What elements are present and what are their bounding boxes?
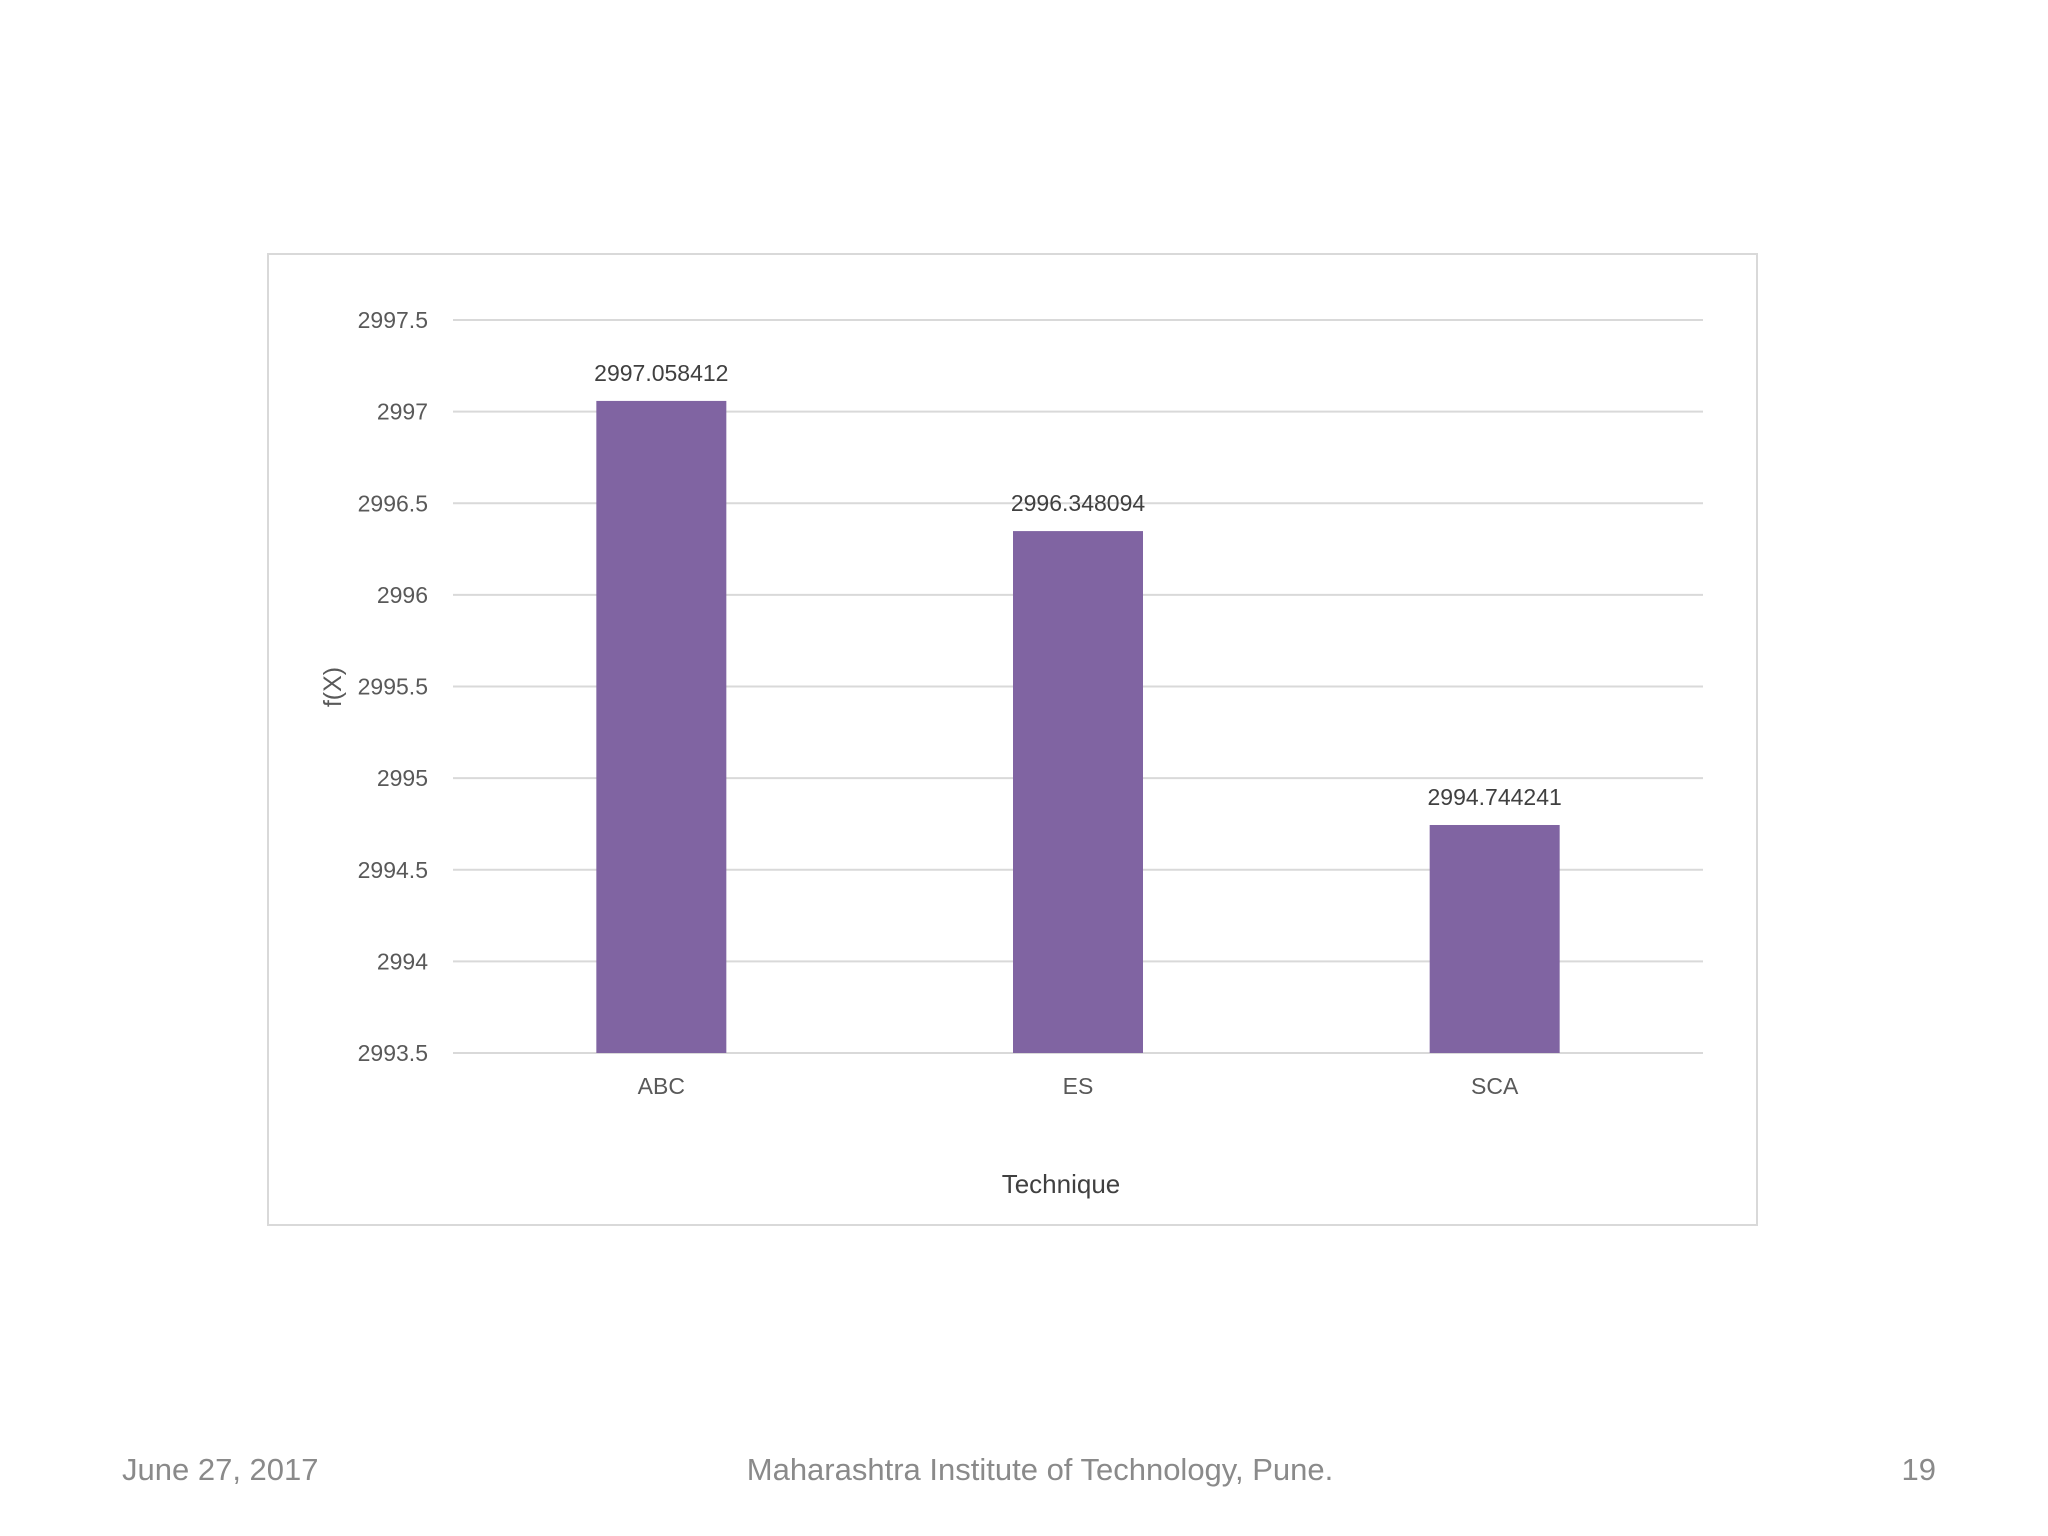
x-tick-label: ABC <box>638 1073 685 1099</box>
bar-abc <box>596 400 727 1053</box>
bar-es <box>1013 531 1143 1053</box>
y-tick-label: 2995 <box>377 765 428 791</box>
y-tick-label: 2994.5 <box>358 857 428 883</box>
bar-chart: 2993.5 2994 2994.5 2995 2995.5 2996 2996.5 2997… <box>319 307 1703 1199</box>
x-tick-label: SCA <box>1471 1073 1519 1099</box>
footer-organization: Maharashtra Institute of Technology, Pun… <box>746 1452 1334 1487</box>
y-tick-label: 2997 <box>377 399 428 425</box>
data-label: 2997.058412 <box>594 360 728 386</box>
data-label: 2996.348094 <box>1011 490 1146 516</box>
y-tick-label: 2995.5 <box>358 674 428 700</box>
y-axis-ticks: 2993.5 2994 2994.5 2995 2995.5 2996 2996.5 2997… <box>358 307 429 1066</box>
y-tick-label: 2996 <box>377 582 428 608</box>
chart-frame: 2993.5 2994 2994.5 2995 2995.5 2996 2996.5 2997… <box>267 253 1758 1226</box>
bars <box>596 400 1560 1053</box>
x-tick-label: ES <box>1063 1073 1094 1099</box>
x-axis-ticks: ABC ES SCA <box>638 1073 1519 1099</box>
footer-date: June 27, 2017 <box>122 1452 319 1487</box>
bar-sca <box>1429 824 1560 1053</box>
page-number: 19 <box>1901 1452 1936 1487</box>
y-tick-label: 2997.5 <box>358 307 428 333</box>
y-tick-label: 2993.5 <box>358 1040 428 1066</box>
data-labels: 2997.058412 2996.348094 2994.744241 <box>594 360 1562 810</box>
y-tick-label: 2996.5 <box>358 490 428 516</box>
y-axis-title: f(X) <box>319 667 347 707</box>
y-tick-label: 2994 <box>377 948 428 974</box>
data-label: 2994.744241 <box>1428 784 1562 810</box>
x-axis-title: Technique <box>1002 1169 1121 1199</box>
